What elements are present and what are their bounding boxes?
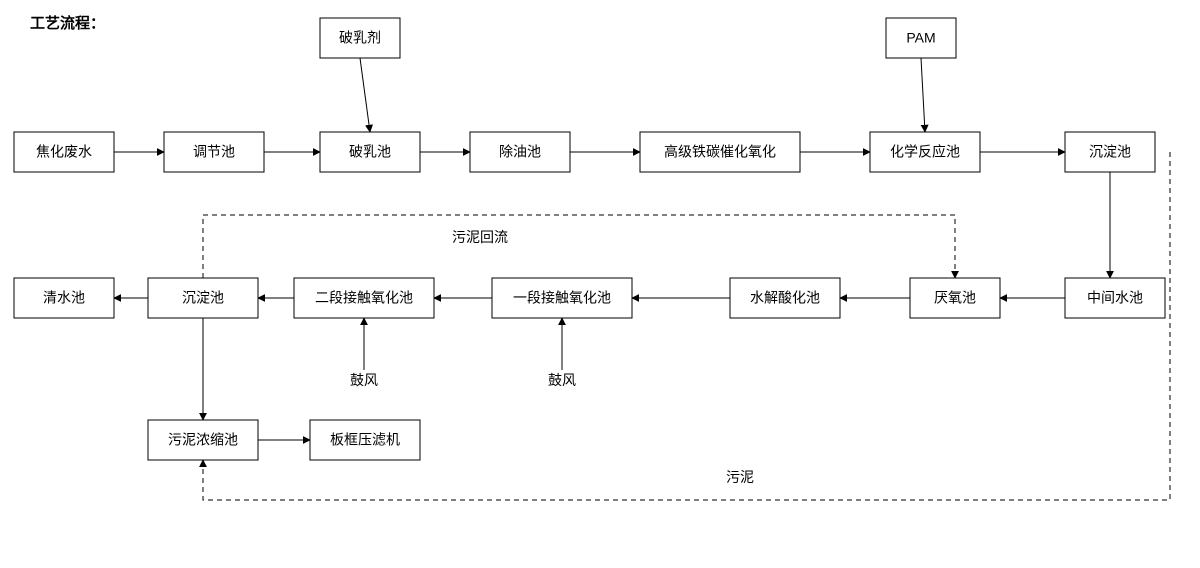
node-contact1: 一段接触氧化池 bbox=[492, 278, 632, 318]
node-label-anaerobic: 厌氧池 bbox=[934, 290, 976, 306]
node-label-sludge_conc: 污泥浓缩池 bbox=[168, 432, 238, 448]
node-emuls_tank: 破乳池 bbox=[320, 132, 420, 172]
node-sed2: 沉淀池 bbox=[148, 278, 258, 318]
node-label-contact2: 二段接触氧化池 bbox=[315, 290, 413, 306]
node-label-sed2: 沉淀池 bbox=[182, 290, 224, 306]
edge-demulsifier-emuls_tank bbox=[360, 58, 370, 132]
node-fe_c_oxid: 高级铁碳催化氧化 bbox=[640, 132, 800, 172]
node-chem_react: 化学反应池 bbox=[870, 132, 980, 172]
node-label-hydrolysis: 水解酸化池 bbox=[750, 290, 820, 306]
node-label-clear: 清水池 bbox=[43, 290, 85, 306]
node-label-coke_ww: 焦化废水 bbox=[36, 144, 92, 160]
node-demulsifier: 破乳剂 bbox=[320, 18, 400, 58]
node-anaerobic: 厌氧池 bbox=[910, 278, 1000, 318]
node-label-fe_c_oxid: 高级铁碳催化氧化 bbox=[664, 144, 776, 160]
node-contact2: 二段接触氧化池 bbox=[294, 278, 434, 318]
label-1: 鼓风 bbox=[350, 372, 378, 388]
node-sed1: 沉淀池 bbox=[1065, 132, 1155, 172]
node-label-contact1: 一段接触氧化池 bbox=[513, 290, 611, 306]
node-label-sed1: 沉淀池 bbox=[1089, 144, 1131, 160]
label-0: 污泥回流 bbox=[452, 229, 508, 245]
node-label-demulsifier: 破乳剂 bbox=[339, 30, 381, 46]
node-oil_removal: 除油池 bbox=[470, 132, 570, 172]
node-label-inter_tank: 中间水池 bbox=[1087, 290, 1143, 306]
process-flowchart: 工艺流程：破乳剂PAM焦化废水调节池破乳池除油池高级铁碳催化氧化化学反应池沉淀池… bbox=[0, 0, 1200, 568]
label-2: 鼓风 bbox=[548, 372, 576, 388]
node-label-oil_removal: 除油池 bbox=[499, 144, 541, 160]
node-label-emuls_tank: 破乳池 bbox=[349, 144, 391, 160]
node-label-plate_filter: 板框压滤机 bbox=[330, 432, 400, 448]
node-sludge_conc: 污泥浓缩池 bbox=[148, 420, 258, 460]
label-3: 污泥 bbox=[726, 469, 754, 485]
diagram-title: 工艺流程： bbox=[30, 14, 105, 32]
edge-pam-chem_react bbox=[921, 58, 925, 132]
node-label-pam: PAM bbox=[906, 30, 935, 46]
node-adjust: 调节池 bbox=[164, 132, 264, 172]
node-plate_filter: 板框压滤机 bbox=[310, 420, 420, 460]
node-label-chem_react: 化学反应池 bbox=[890, 144, 960, 160]
node-label-adjust: 调节池 bbox=[193, 144, 235, 160]
node-pam: PAM bbox=[886, 18, 956, 58]
node-inter_tank: 中间水池 bbox=[1065, 278, 1165, 318]
node-clear: 清水池 bbox=[14, 278, 114, 318]
node-coke_ww: 焦化废水 bbox=[14, 132, 114, 172]
node-hydrolysis: 水解酸化池 bbox=[730, 278, 840, 318]
edge-sludge_return bbox=[203, 215, 955, 278]
